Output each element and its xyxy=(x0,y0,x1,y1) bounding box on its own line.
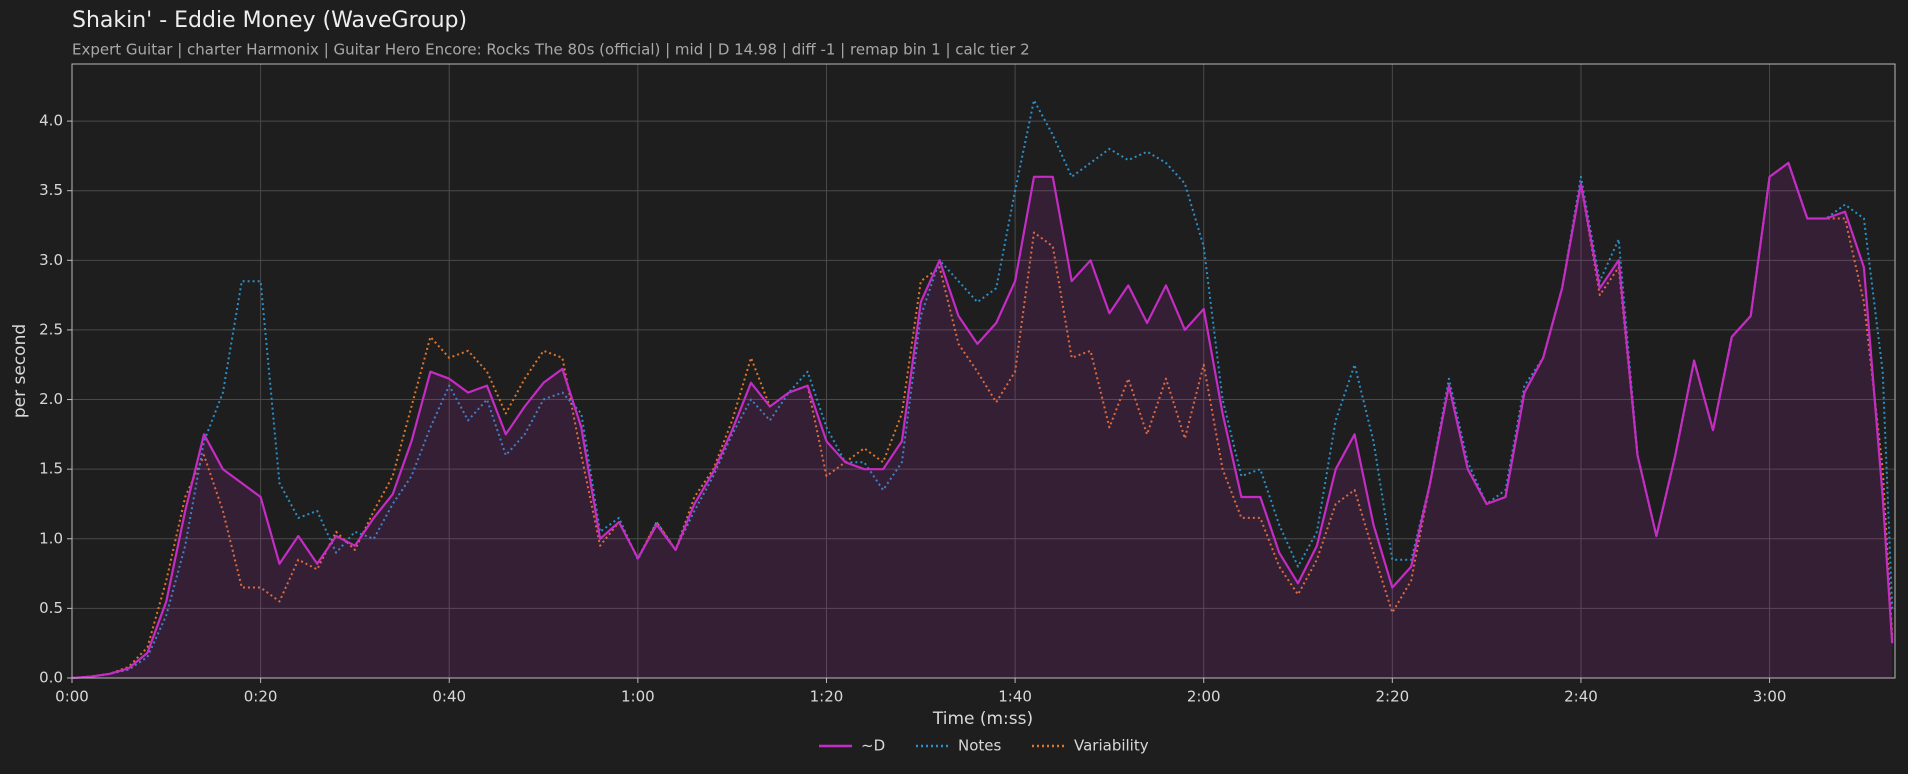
legend-label: Notes xyxy=(958,737,1002,755)
y-tick-label: 1.0 xyxy=(39,529,63,547)
x-tick-label: 2:20 xyxy=(1375,688,1409,706)
x-tick-label: 0:00 xyxy=(55,688,89,706)
y-tick-label: 4.0 xyxy=(39,112,63,130)
series-line xyxy=(71,99,1894,679)
y-axis-label: per second xyxy=(10,324,30,418)
x-axis-label: Time (m:ss) xyxy=(932,709,1033,729)
area-fill xyxy=(72,162,1893,678)
x-tick-label: 1:20 xyxy=(810,688,844,706)
y-tick-label: 1.5 xyxy=(39,460,63,478)
y-tick-label: 0.5 xyxy=(39,599,63,617)
x-tick-label: 1:00 xyxy=(621,688,655,706)
x-tick-label: 0:40 xyxy=(432,688,466,706)
y-tick-label: 2.5 xyxy=(39,320,63,338)
y-tick-label: 3.5 xyxy=(39,181,63,199)
y-tick-label: 2.0 xyxy=(39,390,63,408)
x-tick-label: 2:40 xyxy=(1564,688,1598,706)
legend-label: Variability xyxy=(1074,737,1149,755)
x-tick-label: 3:00 xyxy=(1753,688,1787,706)
chart-subtitle: Expert Guitar | charter Harmonix | Guita… xyxy=(72,41,1030,59)
x-tick-label: 1:40 xyxy=(998,688,1032,706)
series-line xyxy=(71,161,1894,680)
legend-label: ~D xyxy=(861,737,885,755)
y-tick-label: 3.0 xyxy=(39,251,63,269)
plot-frame xyxy=(71,63,1896,679)
series-line xyxy=(71,161,1894,679)
x-tick-label: 2:00 xyxy=(1187,688,1221,706)
y-tick-label: 0.0 xyxy=(39,669,63,687)
x-tick-label: 0:20 xyxy=(244,688,278,706)
chart-title: Shakin' - Eddie Money (WaveGroup) xyxy=(72,8,467,33)
